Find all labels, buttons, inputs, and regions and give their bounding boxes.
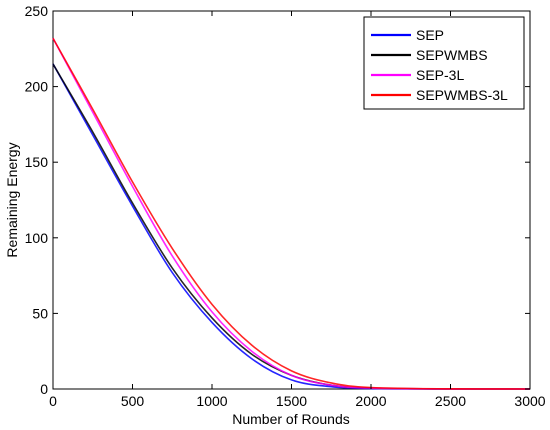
y-tick-label: 0	[40, 381, 48, 397]
x-tick-label: 0	[49, 393, 57, 409]
y-tick-label: 200	[25, 79, 49, 95]
legend-label: SEPWMBS-3L	[416, 87, 508, 103]
y-axis-ticks: 0 50 100 150 200 250	[25, 3, 530, 397]
x-tick-label: 1500	[276, 393, 307, 409]
x-axis-ticks: 0 500 1000 1500 2000 2500 3000	[49, 11, 546, 409]
x-tick-label: 1000	[196, 393, 227, 409]
legend-label: SEP-3L	[416, 67, 464, 83]
y-tick-label: 250	[25, 3, 49, 19]
legend-label: SEPWMBS	[416, 47, 488, 63]
x-axis-label: Number of Rounds	[232, 411, 350, 427]
y-tick-label: 150	[25, 154, 49, 170]
x-tick-label: 2000	[355, 393, 386, 409]
series-layer	[52, 37, 531, 390]
series-line-sepwmbs-3l	[52, 37, 531, 390]
x-tick-label: 2500	[435, 393, 466, 409]
y-tick-label: 50	[32, 305, 48, 321]
legend-box	[363, 16, 525, 110]
y-axis-label: Remaining Energy	[4, 142, 20, 257]
legend: SEP SEPWMBS SEP-3L SEPWMBS-3L	[363, 16, 525, 110]
y-tick-label: 100	[25, 230, 49, 246]
x-tick-label: 500	[121, 393, 145, 409]
legend-label: SEP	[416, 27, 444, 43]
x-tick-label: 3000	[514, 393, 545, 409]
